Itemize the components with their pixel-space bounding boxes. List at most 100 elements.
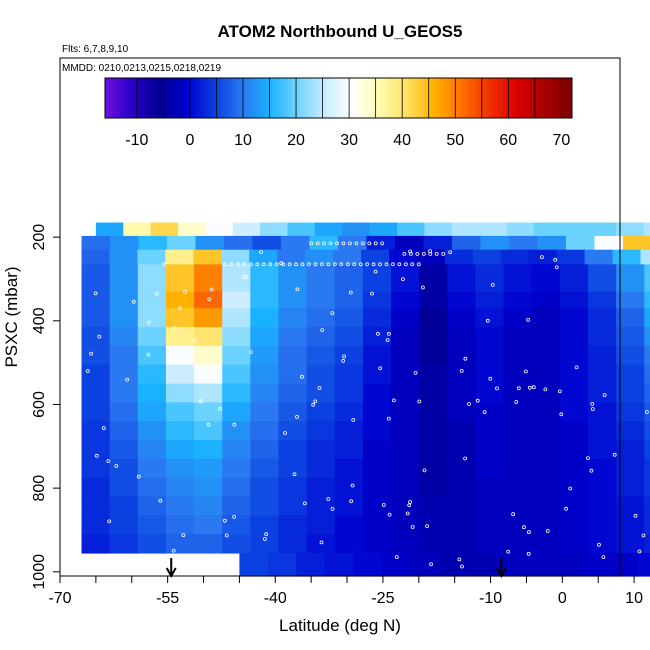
observation-point: [568, 486, 573, 491]
heatmap-cell: [165, 345, 195, 366]
observation-point: [330, 311, 335, 316]
observation-point: [345, 262, 350, 267]
heatmap-cell: [475, 264, 505, 293]
heatmap-cell: [391, 308, 420, 328]
heatmap-cell: [222, 364, 251, 385]
colorbar-segment: [443, 78, 448, 118]
heatmap-cell: [222, 458, 251, 479]
observation-point: [173, 326, 177, 331]
heatmap-cell: [306, 496, 336, 516]
heatmap-cell: [110, 235, 140, 251]
heatmap-cell: [81, 534, 111, 554]
colorbar-segment: [322, 78, 328, 118]
heatmap-cell: [194, 327, 223, 347]
heatmap-cell: [137, 345, 167, 366]
y-axis: 200 400 600 800 1000: [31, 224, 60, 590]
heatmap-cell: [643, 222, 650, 237]
heatmap-cell: [239, 552, 269, 577]
heatmap-cells: [81, 222, 650, 577]
observation-points: [85, 241, 649, 571]
observation-point: [309, 241, 314, 246]
colorbar-segment: [175, 78, 180, 118]
observation-point: [590, 401, 595, 406]
heatmap-cell: [109, 264, 139, 293]
heatmap-cell: [249, 249, 278, 265]
observation-point: [633, 513, 638, 518]
heatmap-cell: [109, 249, 139, 265]
colorbar-segment: [536, 78, 542, 118]
observation-point: [385, 338, 390, 343]
observation-point: [524, 369, 528, 374]
heatmap-cell: [250, 515, 280, 535]
heatmap-cell: [278, 402, 308, 422]
heatmap-cell: [559, 477, 589, 498]
observation-point: [380, 241, 385, 246]
heatmap-cell: [81, 327, 111, 347]
colorbar-segment: [326, 78, 332, 118]
observation-point: [463, 356, 468, 361]
observation-point: [342, 354, 347, 359]
heatmap-cell: [612, 249, 642, 265]
heatmap-cell: [250, 327, 280, 347]
heatmap-cell: [137, 364, 167, 385]
observation-point: [482, 410, 487, 415]
observation-point: [335, 241, 339, 246]
heatmap-cell: [222, 291, 251, 309]
heatmap-cell: [480, 235, 510, 251]
observation-point: [559, 412, 564, 417]
colorbar-segment: [389, 78, 394, 118]
heatmap-cell: [424, 222, 453, 237]
observation-point: [420, 285, 425, 290]
heatmap-cell: [537, 235, 567, 251]
heatmap-cell: [638, 552, 650, 577]
colorbar-frame: [104, 77, 573, 119]
heatmap-cell: [588, 440, 617, 460]
observation-point: [261, 262, 266, 267]
observation-point: [376, 331, 380, 336]
heatmap-cell: [306, 345, 336, 366]
colorbar-segment: [311, 78, 316, 118]
observation-point: [378, 366, 383, 371]
heatmap-cell: [616, 327, 645, 347]
heatmap-cell: [362, 345, 392, 366]
heatmap-cell: [250, 534, 280, 554]
colorbar-segment: [280, 78, 285, 118]
observation-point: [295, 414, 299, 419]
heatmap-cell: [531, 264, 561, 293]
heatmap-cell: [250, 383, 280, 403]
heatmap-cell: [503, 364, 533, 385]
heatmap-cell: [205, 222, 234, 237]
colorbar-segment: [334, 78, 339, 118]
heatmap-cell: [109, 421, 139, 441]
observation-point: [429, 562, 434, 567]
heatmap-cell: [475, 291, 505, 309]
heatmap-cell: [467, 552, 497, 577]
heatmap-cell: [588, 327, 617, 347]
heatmap-cell: [194, 383, 223, 403]
colorbar-segment: [299, 78, 304, 118]
observation-point: [540, 255, 544, 260]
heatmap-cell: [165, 308, 195, 328]
observation-point: [259, 250, 263, 254]
colorbar-segment: [132, 78, 137, 118]
heatmap-cell: [137, 458, 167, 479]
colorbar-segment: [190, 78, 196, 118]
heatmap-cell: [419, 440, 448, 460]
observation-point: [408, 251, 413, 256]
heatmap-cell: [503, 421, 533, 441]
heatmap-cell: [306, 291, 336, 309]
heatmap-cell: [165, 264, 195, 293]
heatmap-cell: [616, 515, 645, 535]
observation-point: [586, 456, 590, 461]
heatmap-cell: [306, 402, 336, 422]
heatmap-cell: [475, 458, 505, 479]
observation-point: [89, 351, 93, 356]
heatmap-cell: [232, 222, 261, 237]
heatmap-cell: [616, 345, 645, 366]
heatmap-cell: [609, 552, 639, 577]
heatmap-cell: [616, 477, 645, 498]
heatmap-cell: [137, 421, 167, 441]
heatmap-cell: [475, 383, 505, 403]
heatmap-cell: [250, 308, 280, 328]
heatmap-cell: [588, 515, 617, 535]
